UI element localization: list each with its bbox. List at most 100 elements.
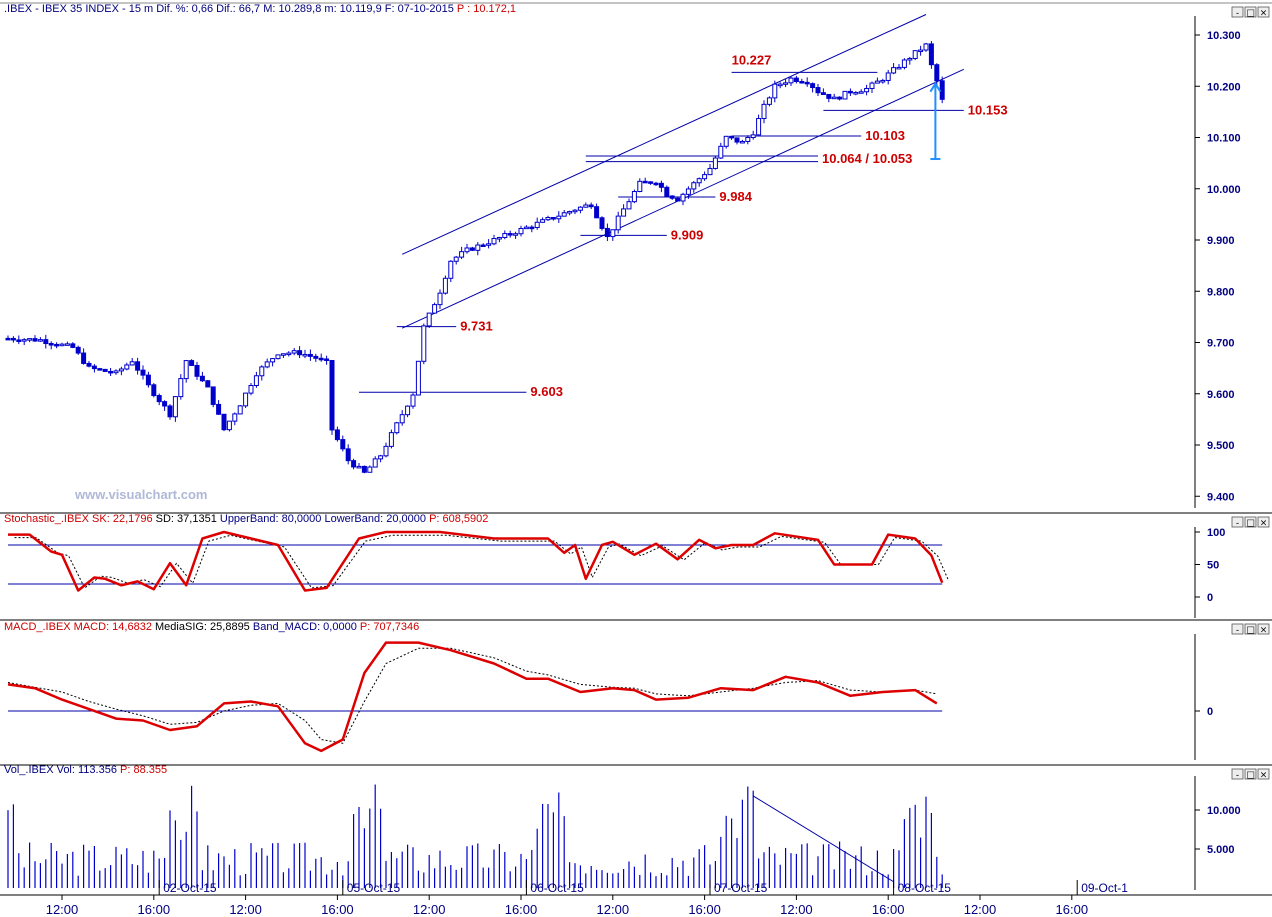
candle-body bbox=[518, 228, 524, 235]
candle-body bbox=[291, 350, 297, 354]
x-tick-label: 12:00 bbox=[46, 902, 79, 917]
candle-body bbox=[869, 82, 875, 89]
candle-body bbox=[928, 43, 934, 66]
candle-body bbox=[307, 353, 313, 357]
level-label: 10.064 / 10.053 bbox=[822, 151, 912, 166]
y-tick-label: 9.700 bbox=[1207, 338, 1235, 350]
candle-body bbox=[118, 368, 124, 372]
price-header-max: M: 10.289,8 bbox=[263, 3, 321, 15]
candle-body bbox=[388, 432, 394, 447]
watermark: www.visualchart.com bbox=[74, 487, 207, 502]
candle-body bbox=[653, 182, 659, 186]
candle-body bbox=[10, 337, 16, 341]
candle-body bbox=[912, 50, 918, 59]
candle-body bbox=[853, 91, 859, 95]
y-tick-label: 9.800 bbox=[1207, 286, 1235, 298]
candle-body bbox=[831, 96, 837, 100]
candle-body bbox=[432, 304, 438, 314]
y-tick-label: 10.300 bbox=[1207, 30, 1241, 42]
candle-body bbox=[642, 180, 648, 184]
candle-body bbox=[178, 378, 184, 398]
candle-body bbox=[907, 57, 913, 61]
day-label: 06-Oct-15 bbox=[530, 881, 584, 895]
candle-body bbox=[648, 181, 654, 184]
candle-body bbox=[453, 256, 459, 262]
candle-body bbox=[626, 201, 632, 210]
candle-body bbox=[685, 188, 691, 195]
candle-body bbox=[167, 405, 173, 418]
panel-button bbox=[1257, 6, 1270, 18]
candle-body bbox=[691, 182, 697, 190]
candle-body bbox=[140, 369, 146, 376]
candle-body bbox=[756, 118, 762, 136]
day-label: 08-Oct-15 bbox=[898, 881, 952, 895]
candle-body bbox=[21, 339, 27, 342]
candle-body bbox=[664, 186, 670, 197]
panel-button bbox=[1257, 768, 1270, 780]
candle-body bbox=[918, 49, 924, 53]
candle-body bbox=[561, 212, 567, 217]
candle-body bbox=[745, 137, 751, 142]
candle-body bbox=[334, 429, 340, 441]
candle-body bbox=[810, 83, 816, 89]
panel-button bbox=[1244, 6, 1257, 18]
candle-body bbox=[874, 80, 880, 84]
candle-body bbox=[615, 215, 621, 231]
x-tick-label: 12:00 bbox=[597, 902, 630, 917]
candle-body bbox=[675, 197, 681, 202]
candle-body bbox=[604, 227, 610, 238]
y-tick-label: 9.400 bbox=[1207, 491, 1235, 503]
candle-body bbox=[583, 204, 589, 208]
candle-body bbox=[37, 339, 43, 342]
panel-button bbox=[1244, 623, 1257, 635]
candle-body bbox=[135, 361, 141, 371]
level-label: 10.103 bbox=[865, 128, 905, 143]
x-tick-label: 12:00 bbox=[229, 902, 262, 917]
candle-body bbox=[426, 312, 432, 327]
panel-button-glyph: × bbox=[1260, 626, 1268, 636]
panel-button bbox=[1231, 516, 1244, 528]
candle-body bbox=[264, 361, 270, 368]
candle-body bbox=[475, 244, 481, 251]
stoch-header-lower: LowerBand: 20,0000 bbox=[324, 513, 426, 525]
candle-body bbox=[772, 83, 778, 99]
x-axis-area bbox=[0, 896, 1272, 917]
macd-header-sig: MediaSIG: 25,8895 bbox=[155, 621, 250, 633]
candle-body bbox=[707, 167, 713, 176]
day-label: 07-Oct-15 bbox=[714, 881, 768, 895]
stoch-header-title: Stochastic_.IBEX SK: 22,1796 bbox=[4, 513, 153, 525]
candle-body bbox=[237, 405, 243, 415]
candle-body bbox=[270, 358, 276, 363]
candle-body bbox=[826, 93, 832, 99]
candle-body bbox=[486, 243, 492, 246]
candle-body bbox=[81, 352, 87, 364]
candle-body bbox=[702, 174, 708, 180]
x-tick-label: 16:00 bbox=[505, 902, 538, 917]
candle-body bbox=[637, 180, 643, 192]
candle-body bbox=[788, 77, 794, 84]
candle-body bbox=[858, 91, 864, 94]
price-header-dif: Dif.: 66,7 bbox=[216, 3, 260, 15]
y-tick-label: 0 bbox=[1207, 706, 1213, 718]
price-header-date: F: 07-10-2015 bbox=[385, 3, 454, 15]
stoch-sd-line bbox=[14, 534, 950, 589]
panel-button-glyph: × bbox=[1260, 9, 1268, 19]
candle-body bbox=[459, 251, 465, 258]
candle-body bbox=[480, 244, 486, 248]
y-tick-label: 10.000 bbox=[1207, 184, 1241, 196]
price-header-min: m: 10.119,9 bbox=[324, 3, 381, 15]
candle-body bbox=[243, 392, 249, 407]
macd-header-title: MACD_.IBEX MACD: 14,6832 bbox=[4, 621, 152, 633]
x-tick-label: 12:00 bbox=[413, 902, 446, 917]
candle-body bbox=[183, 360, 189, 380]
candle-body bbox=[151, 384, 157, 397]
candle-body bbox=[378, 455, 384, 460]
panel-button bbox=[1244, 768, 1257, 780]
candle-body bbox=[86, 362, 92, 367]
candle-body bbox=[901, 59, 907, 68]
candle-body bbox=[372, 458, 378, 468]
x-tick-label: 12:00 bbox=[964, 902, 997, 917]
day-label: 09-Oct-1 bbox=[1081, 881, 1128, 895]
candle-body bbox=[124, 364, 130, 370]
panel-button-glyph: □ bbox=[1246, 626, 1255, 636]
